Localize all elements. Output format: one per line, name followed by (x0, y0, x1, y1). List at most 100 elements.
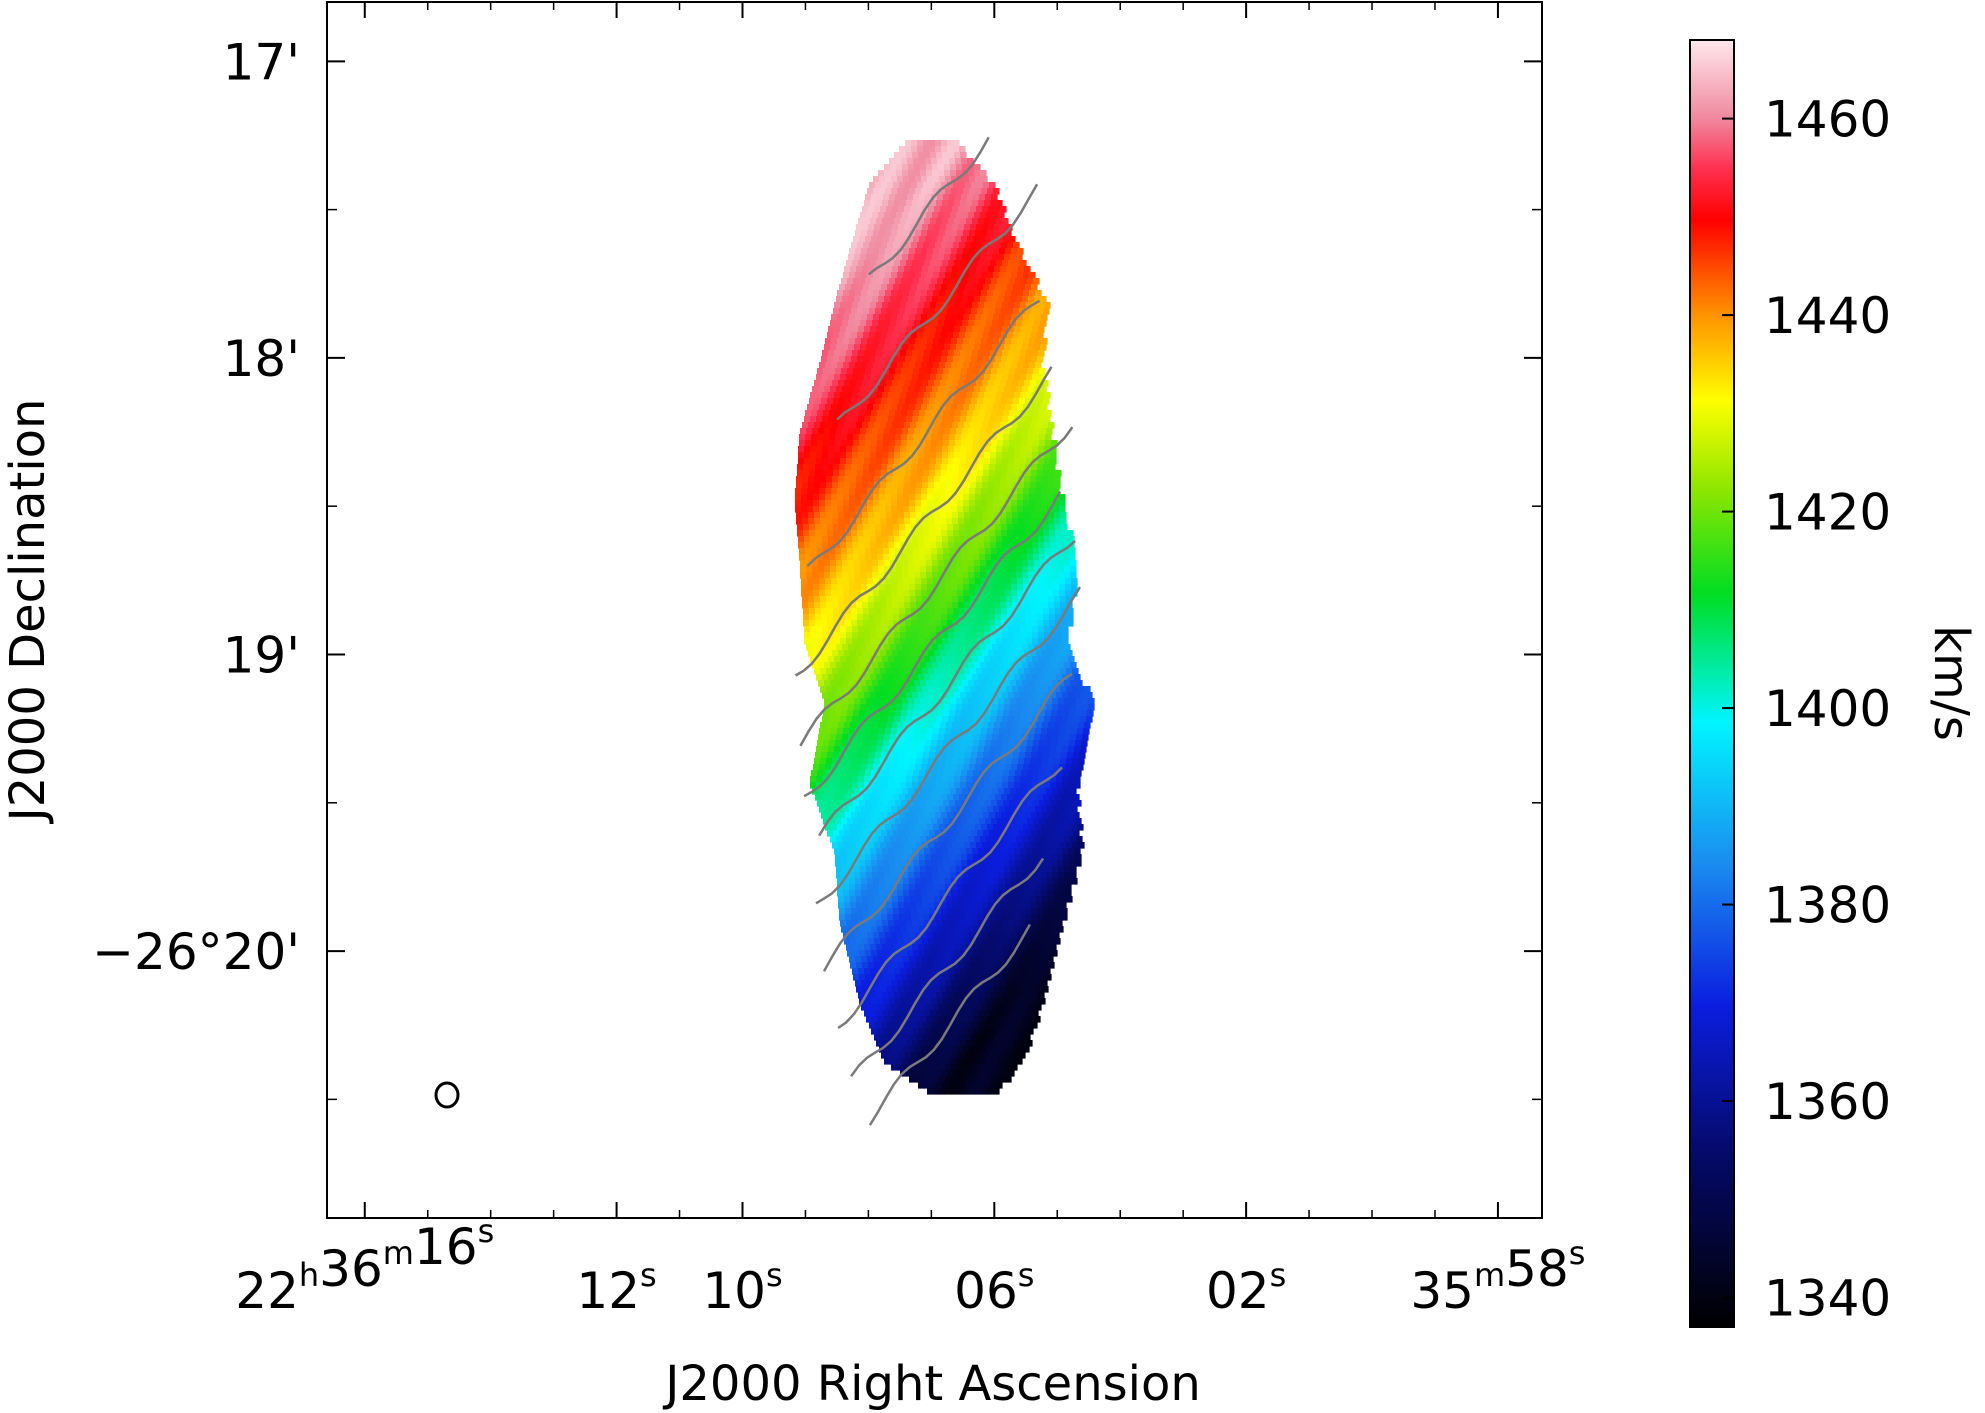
velocity-pixel (999, 362, 1006, 369)
velocity-pixel (887, 608, 894, 615)
velocity-pixel (878, 560, 885, 567)
velocity-pixel (852, 416, 859, 423)
velocity-pixel (826, 668, 833, 675)
velocity-pixel (885, 404, 892, 411)
velocity-pixel (937, 740, 944, 747)
velocity-pixel (976, 758, 983, 765)
velocity-pixel (945, 878, 952, 885)
velocity-pixel (1056, 674, 1063, 681)
velocity-pixel (1014, 626, 1021, 633)
velocity-pixel (862, 596, 869, 603)
velocity-pixel (825, 494, 832, 501)
velocity-pixel (1026, 848, 1033, 855)
velocity-pixel (883, 548, 890, 555)
velocity-pixel (858, 776, 865, 783)
velocity-pixel (993, 230, 1000, 237)
velocity-pixel (1053, 506, 1060, 513)
velocity-pixel (930, 638, 937, 645)
velocity-pixel (1011, 500, 1018, 507)
velocity-pixel (1008, 302, 1015, 309)
velocity-pixel (911, 752, 918, 759)
velocity-pixel (967, 554, 974, 561)
velocity-pixel (969, 362, 976, 369)
velocity-pixel (872, 836, 879, 843)
velocity-pixel (1038, 626, 1045, 633)
velocity-pixel (997, 548, 1004, 555)
velocity-pixel (984, 446, 991, 453)
velocity-pixel (860, 296, 867, 303)
velocity-pixel (991, 440, 998, 447)
velocity-pixel (912, 458, 919, 465)
velocity-pixel (1029, 590, 1036, 597)
velocity-pixel (970, 596, 977, 603)
velocity-pixel (843, 314, 850, 321)
velocity-pixel (914, 320, 921, 327)
velocity-pixel (1069, 800, 1076, 807)
velocity-pixel (884, 734, 891, 741)
velocity-pixel (807, 500, 814, 507)
velocity-pixel (929, 308, 936, 315)
velocity-pixel (924, 458, 931, 465)
velocity-pixel (922, 722, 929, 729)
velocity-pixel (911, 398, 918, 405)
velocity-pixel (978, 692, 985, 699)
velocity-pixel (889, 854, 896, 861)
velocity-pixel (952, 896, 959, 903)
velocity-pixel (1049, 524, 1056, 531)
velocity-pixel (908, 680, 915, 687)
velocity-pixel (919, 740, 926, 747)
velocity-pixel (1030, 518, 1037, 525)
velocity-pixel (1062, 638, 1069, 645)
velocity-pixel (1037, 614, 1044, 621)
velocity-pixel (929, 620, 936, 627)
velocity-pixel (1027, 770, 1034, 777)
velocity-pixel (974, 566, 981, 573)
velocity-pixel (996, 848, 1003, 855)
velocity-pixel (968, 344, 975, 351)
velocity-pixel (903, 176, 910, 183)
velocity-pixel (899, 464, 906, 471)
velocity-pixel (938, 788, 945, 795)
velocity-pixel (902, 698, 909, 705)
velocity-pixel (894, 458, 901, 465)
velocity-pixel (944, 164, 951, 171)
velocity-pixel (951, 884, 958, 891)
velocity-pixel (920, 428, 927, 435)
velocity-pixel (1013, 464, 1020, 471)
velocity-pixel (977, 752, 984, 759)
velocity-pixel (1053, 578, 1060, 585)
velocity-pixel (878, 680, 885, 687)
velocity-pixel (963, 230, 970, 237)
velocity-pixel (846, 674, 853, 681)
velocity-pixel (898, 266, 905, 273)
velocity-pixel (886, 266, 893, 273)
velocity-pixel (952, 266, 959, 273)
velocity-pixel (995, 812, 1002, 819)
velocity-pixel (851, 614, 858, 621)
velocity-pixel (839, 470, 846, 477)
velocity-pixel (1017, 878, 1024, 885)
velocity-pixel (960, 458, 967, 465)
velocity-pixel (990, 632, 997, 639)
velocity-pixel (921, 488, 928, 495)
velocity-pixel (1025, 812, 1032, 819)
velocity-pixel (1063, 554, 1070, 561)
velocity-pixel (866, 698, 873, 705)
velocity-pixel (989, 794, 996, 801)
velocity-pixel (812, 662, 819, 669)
velocity-pixel (1011, 404, 1018, 411)
velocity-pixel (874, 602, 881, 609)
velocity-pixel (972, 218, 979, 225)
velocity-pixel (964, 602, 971, 609)
velocity-pixel (816, 542, 823, 549)
velocity-pixel (837, 404, 844, 411)
velocity-pixel (953, 752, 960, 759)
velocity-pixel (984, 782, 991, 789)
velocity-pixel (977, 242, 984, 249)
velocity-pixel (859, 770, 866, 777)
velocity-pixel (917, 140, 924, 147)
velocity-pixel (841, 440, 848, 447)
velocity-pixel (924, 656, 931, 663)
velocity-pixel (915, 890, 922, 897)
velocity-pixel (1010, 344, 1017, 351)
